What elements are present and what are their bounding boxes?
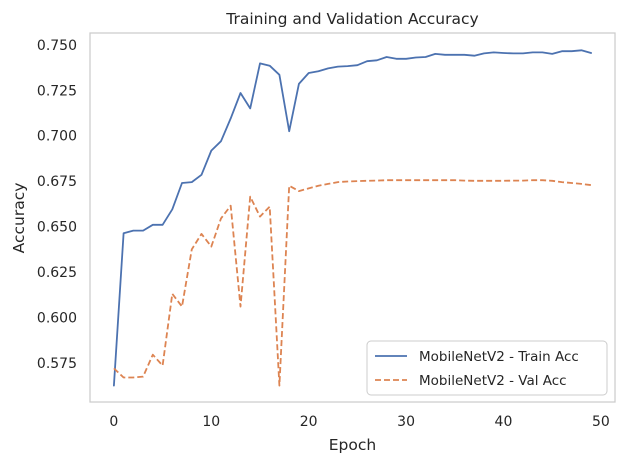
x-tick-label: 40 [495,414,513,430]
x-tick-label: 20 [300,414,318,430]
x-tick-label: 0 [109,414,118,430]
legend-label: MobileNetV2 - Train Acc [419,349,579,365]
x-ticks: 0 10 20 30 40 50 [109,414,609,430]
y-tick-label: 0.675 [37,174,77,190]
y-ticks: 0.575 0.600 0.625 0.650 0.675 0.700 0.725 0.750 [37,38,77,372]
y-tick-label: 0.600 [37,310,77,326]
x-axis-label: Epoch [329,436,376,454]
x-tick-label: 10 [202,414,220,430]
series-line-train-acc [113,49,592,387]
x-tick-label: 50 [592,414,610,430]
y-tick-label: 0.700 [37,129,77,145]
legend-label: MobileNetV2 - Val Acc [419,373,567,389]
chart-title: Training and Validation Accuracy [225,10,478,28]
plot-frame [89,32,616,403]
legend-box [366,340,608,396]
y-axis-label: Accuracy [10,183,28,254]
x-tick-label: 30 [397,414,415,430]
y-tick-label: 0.650 [37,220,77,236]
series-layer [113,49,592,387]
y-tick-label: 0.625 [37,265,77,281]
series-line-val-acc [113,179,592,387]
y-tick-label: 0.575 [37,356,77,372]
y-tick-label: 0.750 [37,38,77,54]
y-tick-label: 0.725 [37,83,77,99]
legend: MobileNetV2 - Train Acc MobileNetV2 - Val… [366,340,608,396]
